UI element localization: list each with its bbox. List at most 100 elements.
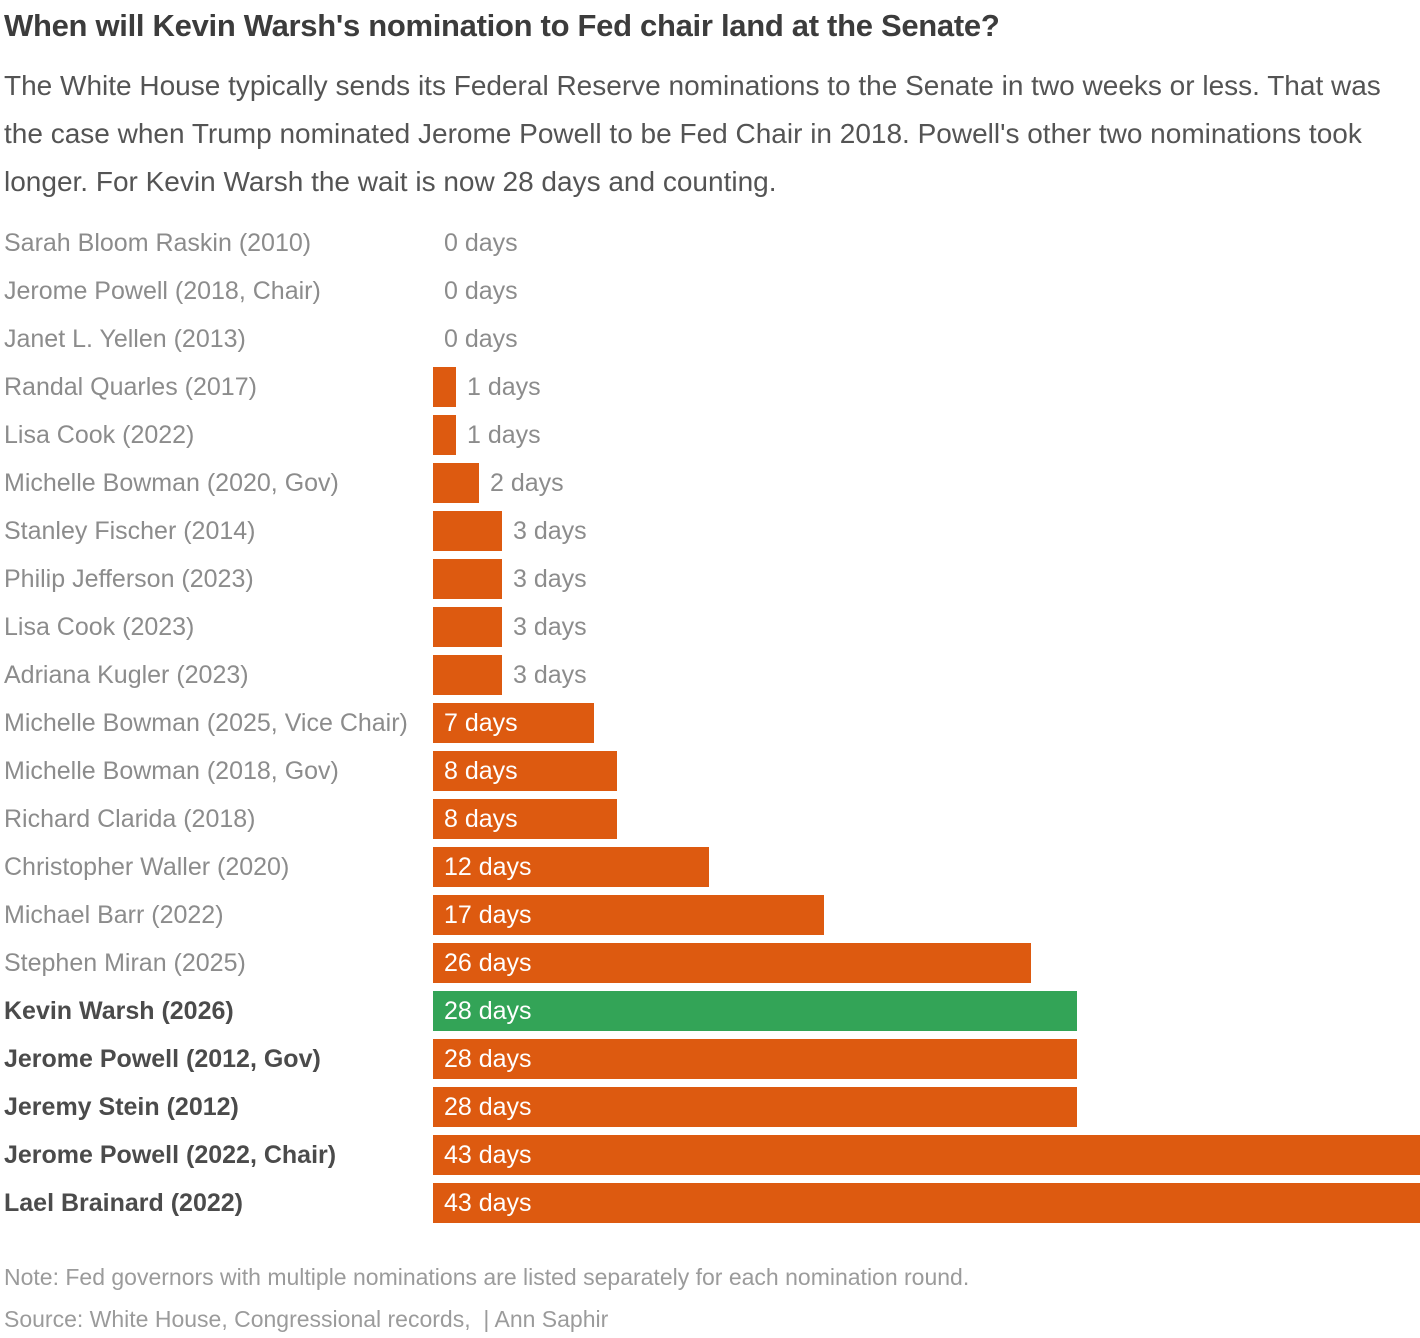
bar-row-label: Randal Quarles (2017) (4, 372, 257, 401)
bar-row: Adriana Kugler (2023) 3 days (0, 651, 1420, 699)
bar-row-label: Lisa Cook (2023) (4, 612, 195, 641)
bar (433, 415, 456, 455)
bar-value-label: 1 days (467, 372, 541, 401)
bar-track: 1 days (433, 415, 1420, 455)
bar: 28 days (433, 1087, 1077, 1127)
bar-row-label: Michelle Bowman (2025, Vice Chair) (4, 708, 408, 737)
chart-source: Source: White House, Congressional recor… (4, 1306, 609, 1332)
bar-value-label: 26 days (444, 948, 532, 977)
bar-track: 43 days (433, 1183, 1420, 1223)
bar-row-label: Sarah Bloom Raskin (2010) (4, 228, 312, 257)
bar-value-label: 8 days (444, 756, 518, 785)
bar-row: Kevin Warsh (2026) 28 days (0, 987, 1420, 1035)
bar-track: 3 days (433, 607, 1420, 647)
bar-value-label: 28 days (444, 1092, 532, 1121)
bar-track: 3 days (433, 511, 1420, 551)
bar-track: 8 days (433, 799, 1420, 839)
bar-value-label: 12 days (444, 852, 532, 881)
bar-row-label: Richard Clarida (2018) (4, 804, 256, 833)
bar-row: Jeremy Stein (2012) 28 days (0, 1083, 1420, 1131)
bar-row-label: Philip Jefferson (2023) (4, 564, 254, 593)
bar-value-label: 3 days (513, 516, 587, 545)
bar-track: 1 days (433, 367, 1420, 407)
bar-row: Stephen Miran (2025) 26 days (0, 939, 1420, 987)
bar-row-label: Jeremy Stein (2012) (4, 1092, 239, 1121)
bar-row: Lisa Cook (2023) 3 days (0, 603, 1420, 651)
bar: 26 days (433, 943, 1031, 983)
bar-value-label: 0 days (444, 324, 518, 353)
bar-row-label: Lael Brainard (2022) (4, 1188, 243, 1217)
bar-row: Lisa Cook (2022) 1 days (0, 411, 1420, 459)
bar-value-label: 3 days (513, 612, 587, 641)
bar (433, 367, 456, 407)
bar-row-label: Kevin Warsh (2026) (4, 996, 234, 1025)
bar: 8 days (433, 799, 617, 839)
bar-row-label: Stanley Fischer (2014) (4, 516, 256, 545)
bar-track: 28 days (433, 1039, 1420, 1079)
bar-value-label: 2 days (490, 468, 564, 497)
bar: 28 days (433, 1039, 1077, 1079)
bar-value-label: 28 days (444, 1044, 532, 1073)
bar-row: Michelle Bowman (2025, Vice Chair) 7 days (0, 699, 1420, 747)
bar-row-label: Michael Barr (2022) (4, 900, 224, 929)
bar-row: Michael Barr (2022) 17 days (0, 891, 1420, 939)
bar-row: Jerome Powell (2018, Chair) 0 days (0, 267, 1420, 315)
bar-value-label: 8 days (444, 804, 518, 833)
bar-row-label: Janet L. Yellen (2013) (4, 324, 246, 353)
bar-row-label: Lisa Cook (2022) (4, 420, 195, 449)
bar-value-label: 1 days (467, 420, 541, 449)
bar (433, 559, 502, 599)
bar-row: Stanley Fischer (2014) 3 days (0, 507, 1420, 555)
bar-chart: Sarah Bloom Raskin (2010) 0 days Jerome Po… (0, 219, 1420, 1227)
bar-row: Randal Quarles (2017) 1 days (0, 363, 1420, 411)
bar-row: Jerome Powell (2012, Gov) 28 days (0, 1035, 1420, 1083)
bar-track: 26 days (433, 943, 1420, 983)
bar-track: 3 days (433, 559, 1420, 599)
bar: 43 days (433, 1183, 1420, 1223)
bar-track: 12 days (433, 847, 1420, 887)
bar-track: 17 days (433, 895, 1420, 935)
bar-value-label: 28 days (444, 996, 532, 1025)
bar-row-label: Christopher Waller (2020) (4, 852, 290, 881)
bar-row: Lael Brainard (2022) 43 days (0, 1179, 1420, 1227)
bar-value-label: 43 days (444, 1188, 532, 1217)
bar-row: Janet L. Yellen (2013) 0 days (0, 315, 1420, 363)
bar-value-label: 3 days (513, 660, 587, 689)
bar-row: Richard Clarida (2018) 8 days (0, 795, 1420, 843)
bar-highlight: 28 days (433, 991, 1077, 1031)
bar-row-label: Adriana Kugler (2023) (4, 660, 249, 689)
bar-value-label: 3 days (513, 564, 587, 593)
bar-track: 0 days (433, 223, 1420, 263)
bar-row-label: Jerome Powell (2022, Chair) (4, 1140, 337, 1169)
bar-track: 28 days (433, 1087, 1420, 1127)
bar: 43 days (433, 1135, 1420, 1175)
bar: 8 days (433, 751, 617, 791)
bar-row: Jerome Powell (2022, Chair) 43 days (0, 1131, 1420, 1179)
bar-row-label: Stephen Miran (2025) (4, 948, 246, 977)
chart-subtitle: The White House typically sends its Fede… (4, 70, 1381, 197)
bar-track: 0 days (433, 271, 1420, 311)
bar-track: 2 days (433, 463, 1420, 503)
bar-row-label: Jerome Powell (2018, Chair) (4, 276, 321, 305)
bar-track: 0 days (433, 319, 1420, 359)
bar-value-label: 43 days (444, 1140, 532, 1169)
bar: 12 days (433, 847, 709, 887)
bar-row-label: Jerome Powell (2012, Gov) (4, 1044, 321, 1073)
bar-row: Sarah Bloom Raskin (2010) 0 days (0, 219, 1420, 267)
bar-track: 3 days (433, 655, 1420, 695)
bar-value-label: 0 days (444, 228, 518, 257)
bar-track: 43 days (433, 1135, 1420, 1175)
bar-row-label: Michelle Bowman (2020, Gov) (4, 468, 339, 497)
bar-row: Michelle Bowman (2020, Gov) 2 days (0, 459, 1420, 507)
bar (433, 463, 479, 503)
bar: 7 days (433, 703, 594, 743)
bar-value-label: 7 days (444, 708, 518, 737)
bar-value-label: 17 days (444, 900, 532, 929)
bar-row: Christopher Waller (2020) 12 days (0, 843, 1420, 891)
bar-row: Michelle Bowman (2018, Gov) 8 days (0, 747, 1420, 795)
bar (433, 607, 502, 647)
bar-value-label: 0 days (444, 276, 518, 305)
chart-note: Note: Fed governors with multiple nomina… (4, 1264, 970, 1290)
bar-track: 8 days (433, 751, 1420, 791)
